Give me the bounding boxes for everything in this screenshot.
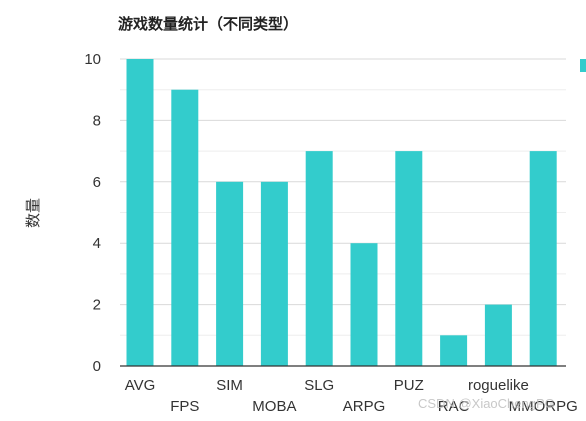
y-tick-label: 0 [93, 358, 101, 375]
bar-moba[interactable] [260, 181, 288, 366]
bar-fps[interactable] [171, 89, 199, 366]
x-tick-label: PUZ [394, 377, 424, 394]
legend-swatch[interactable] [580, 59, 586, 72]
x-tick-label: RAC [438, 398, 470, 415]
x-tick-label: SIM [216, 377, 243, 394]
bar-roguelike[interactable] [484, 304, 512, 366]
chart-title: 游戏数量统计（不同类型） [118, 15, 298, 33]
y-axis-label: 数量 [24, 198, 42, 228]
bar-avg[interactable] [126, 59, 154, 366]
bar-slg[interactable] [305, 151, 333, 366]
x-tick-label: ARPG [343, 398, 386, 415]
bar-puz[interactable] [395, 151, 423, 366]
bar-sim[interactable] [216, 181, 244, 366]
y-tick-label: 8 [93, 112, 101, 129]
y-tick-label: 10 [84, 51, 101, 68]
bar-rac[interactable] [440, 335, 468, 366]
y-tick-labels: 0 2 4 6 8 10 [84, 51, 101, 375]
x-tick-label: roguelike [468, 377, 529, 394]
x-tick-label: SLG [304, 377, 334, 394]
x-tick-label: AVG [125, 377, 156, 394]
x-tick-labels: AVG FPS SIM MOBA SLG ARPG PUZ RAC roguelike MMORP… [125, 377, 578, 415]
x-tick-label: MOBA [252, 398, 296, 415]
y-tick-label: 2 [93, 297, 101, 314]
y-tick-label: 4 [93, 235, 101, 252]
watermark: CSDN @XiaoChengPG [418, 396, 555, 411]
y-tick-label: 6 [93, 174, 101, 191]
x-tick-label: FPS [170, 398, 199, 415]
bar-arpg[interactable] [350, 243, 378, 366]
x-tick-label: MMORPG [509, 398, 578, 415]
bar-mmorpg[interactable] [529, 151, 557, 366]
bars-layer [126, 59, 557, 366]
